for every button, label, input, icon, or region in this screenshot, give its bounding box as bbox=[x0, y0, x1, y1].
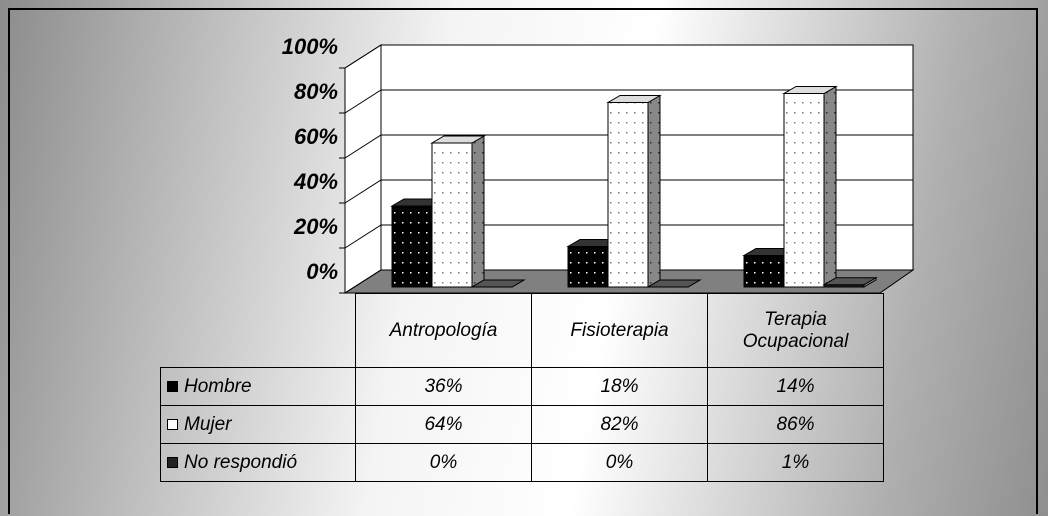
y-tick-label: 60% bbox=[294, 124, 338, 149]
y-tick-label: 20% bbox=[293, 214, 338, 239]
bar-front bbox=[391, 205, 433, 288]
bar-top bbox=[470, 279, 526, 288]
bar-side bbox=[823, 85, 837, 288]
value-label: 0% bbox=[531, 443, 708, 482]
value-label: 1% bbox=[707, 443, 884, 482]
grid-line bbox=[344, 269, 913, 294]
bar-top bbox=[430, 135, 486, 144]
bar-top bbox=[782, 86, 838, 94]
value-label: 36% bbox=[355, 367, 532, 406]
value-label: 86% bbox=[707, 405, 884, 444]
value-label-text: 82% bbox=[600, 413, 639, 435]
value-label-text: 36% bbox=[424, 375, 463, 397]
y-tick-label: 80% bbox=[294, 79, 338, 104]
grid-line bbox=[344, 134, 913, 159]
bar-front bbox=[567, 246, 609, 288]
grid-line bbox=[344, 89, 913, 114]
value-label-text: 18% bbox=[600, 375, 639, 397]
legend-entry: No respondió bbox=[160, 443, 356, 482]
bar-side bbox=[471, 135, 485, 288]
legend-entry: Mujer bbox=[160, 405, 356, 444]
value-label: 0% bbox=[355, 443, 532, 482]
value-label: 82% bbox=[531, 405, 708, 444]
value-label-text: 0% bbox=[605, 451, 634, 473]
value-label: 64% bbox=[355, 405, 532, 444]
category-label: Fisioterapia bbox=[531, 293, 708, 368]
bar-front bbox=[783, 93, 825, 288]
value-label: 14% bbox=[707, 367, 884, 406]
bar bbox=[646, 279, 702, 288]
legend-entry: Hombre bbox=[160, 367, 356, 406]
bar bbox=[782, 85, 838, 288]
bar bbox=[430, 135, 486, 288]
category-label-text: Antropología bbox=[389, 319, 498, 341]
bar-front bbox=[431, 142, 473, 288]
bar bbox=[470, 279, 526, 288]
side-wall bbox=[344, 44, 382, 294]
y-tick-label: 40% bbox=[293, 169, 338, 194]
value-label-text: 0% bbox=[429, 451, 458, 473]
legend-label: No respondió bbox=[184, 451, 298, 473]
bar-top bbox=[822, 277, 878, 286]
category-label: Terapia Ocupacional bbox=[707, 293, 884, 368]
value-label-text: 86% bbox=[776, 413, 815, 435]
bar-top bbox=[646, 279, 702, 288]
bar-front bbox=[607, 102, 649, 288]
category-label-text: Fisioterapia bbox=[570, 319, 669, 341]
category-label: Antropología bbox=[355, 293, 532, 368]
bar bbox=[606, 94, 662, 288]
value-label-text: 14% bbox=[776, 375, 815, 397]
value-label-text: 1% bbox=[781, 451, 810, 473]
legend-label: Mujer bbox=[184, 413, 232, 435]
legend-key bbox=[167, 419, 178, 430]
grid-line bbox=[344, 224, 913, 249]
legend-key bbox=[167, 457, 178, 468]
grid-line bbox=[344, 179, 913, 204]
y-tick-label: 0% bbox=[306, 259, 338, 284]
value-label-text: 64% bbox=[424, 413, 463, 435]
category-label-text: Terapia Ocupacional bbox=[742, 308, 849, 352]
grid-line bbox=[344, 44, 913, 69]
bar bbox=[822, 276, 878, 288]
bar-front bbox=[743, 255, 785, 288]
chart-border bbox=[8, 8, 1038, 514]
bar-side bbox=[647, 94, 661, 288]
value-label: 18% bbox=[531, 367, 708, 406]
legend-key bbox=[167, 381, 178, 392]
legend-label: Hombre bbox=[184, 375, 252, 397]
y-tick-label: 100% bbox=[282, 34, 338, 59]
bar-top bbox=[606, 95, 662, 103]
